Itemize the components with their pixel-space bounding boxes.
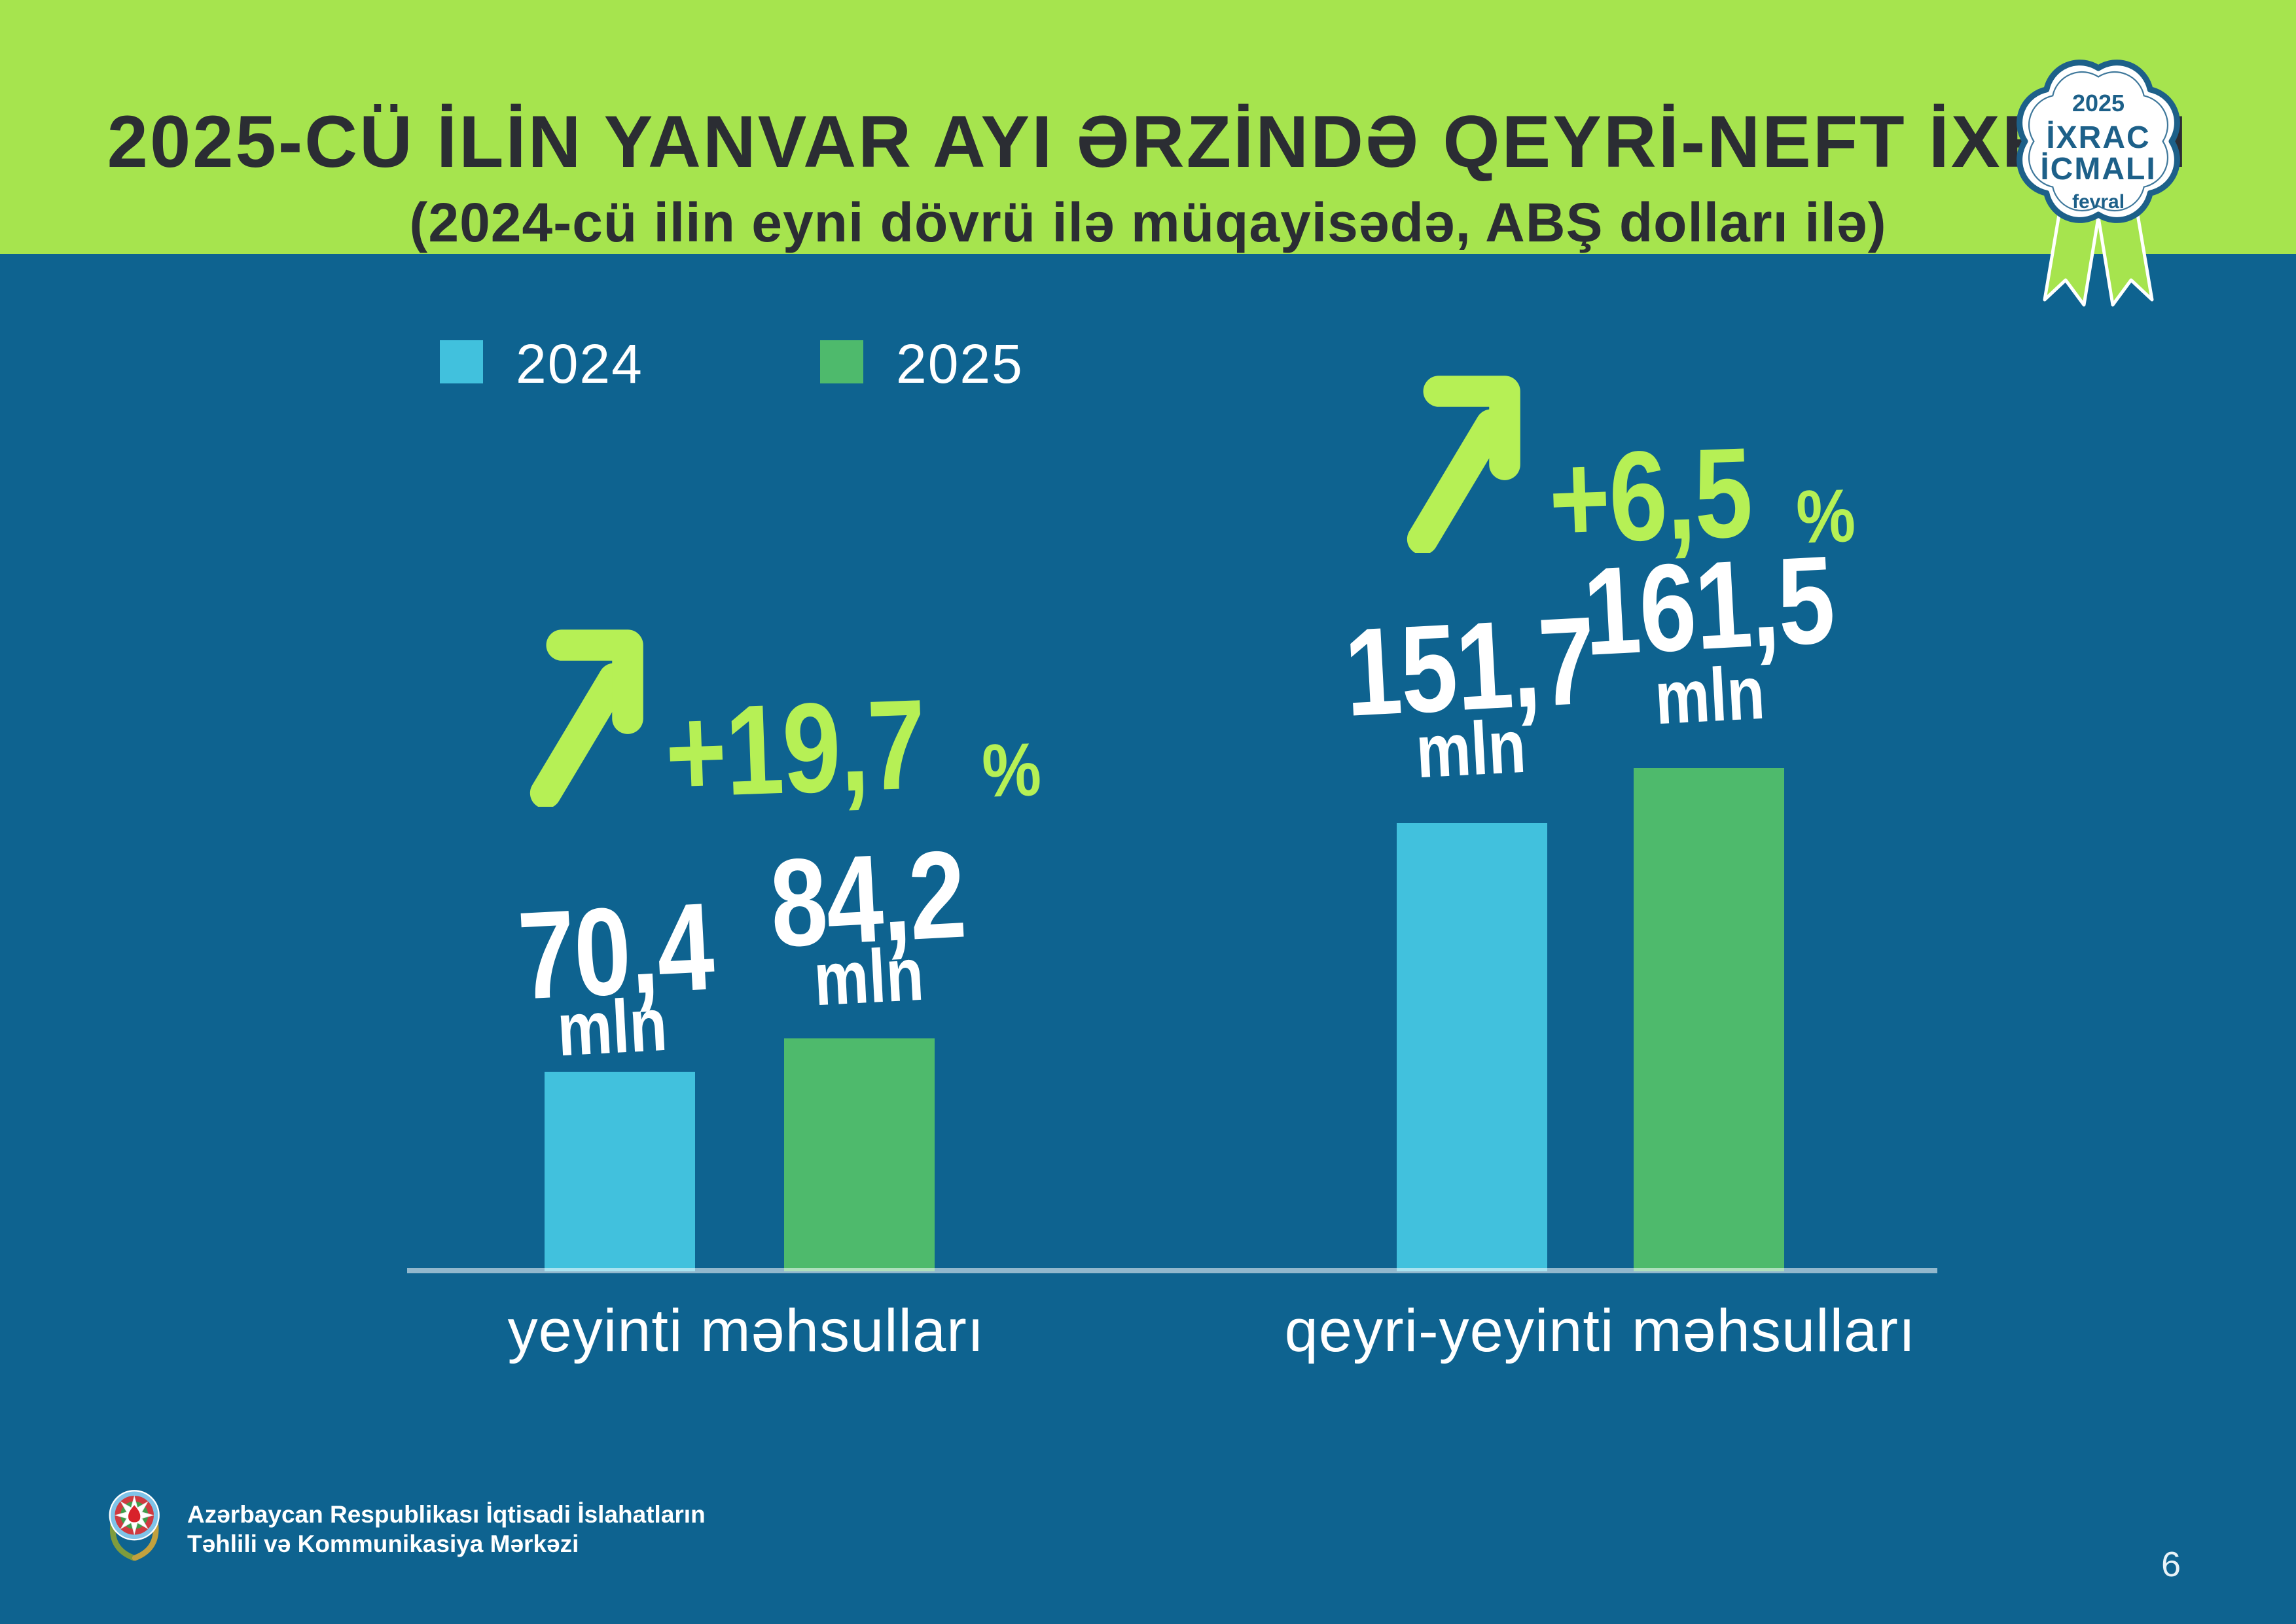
badge-month: fevral	[2072, 191, 2125, 213]
report-badge: 2025 İXRAC İCMALI fevral	[1987, 43, 2210, 325]
bar-2024-nonfood	[1397, 823, 1547, 1271]
x-axis-baseline	[407, 1268, 1937, 1273]
footer-org-line2: Təhlili və Kommunikasiya Mərkəzi	[187, 1530, 579, 1557]
uplift-nonfood: +6,5 %	[1397, 366, 1865, 571]
percent-sign-food: %	[980, 727, 1043, 814]
category-label-food: yeyinti məhsulları	[507, 1297, 985, 1364]
footer-organization: Azərbaycan Respublikası İqtisadi İslahat…	[187, 1500, 706, 1559]
trend-up-arrow-icon	[529, 629, 643, 807]
bar-2025-food	[784, 1038, 935, 1271]
unit-2024-food: mln	[555, 982, 670, 1072]
legend-label-2024: 2024	[516, 333, 643, 395]
badge-title-line1: İXRAC	[2046, 120, 2150, 155]
bar-2024-food	[545, 1072, 695, 1271]
value-2025-nonfood: 161,5	[1580, 530, 1837, 682]
unit-2025-food: mln	[812, 932, 926, 1021]
award-badge-icon: 2025 İXRAC İCMALI fevral	[2017, 60, 2180, 307]
uplift-food: +19,7 %	[520, 620, 1051, 824]
trend-up-arrow-icon	[1407, 376, 1520, 553]
page-number: 6	[2161, 1545, 2181, 1584]
category-label-nonfood: qeyri-yeyinti məhsulları	[1284, 1297, 1916, 1364]
footer-org-line1: Azərbaycan Respublikası İqtisadi İslahat…	[187, 1501, 706, 1528]
page-subtitle: (2024-cü ilin eyni dövrü ilə müqayisədə,…	[409, 192, 1887, 253]
change-value-food: +19,7	[662, 673, 927, 824]
badge-year: 2025	[2072, 90, 2125, 116]
legend-swatch-2024	[440, 340, 483, 383]
badge-title-line2: İCMALI	[2040, 152, 2156, 186]
page-title: 2025-CÜ İLİN YANVAR AYI ƏRZİNDƏ QEYRİ-NE…	[107, 101, 2189, 183]
unit-2025-nonfood: mln	[1653, 650, 1767, 740]
unit-2024-nonfood: mln	[1414, 704, 1528, 794]
header-band: 2025-CÜ İLİN YANVAR AYI ƏRZİNDƏ QEYRİ-NE…	[0, 0, 2296, 254]
legend-label-2025: 2025	[896, 333, 1024, 395]
legend-swatch-2025	[820, 340, 863, 383]
bar-2025-nonfood	[1634, 768, 1784, 1271]
azerbaijan-coat-of-arms-icon	[106, 1487, 169, 1566]
